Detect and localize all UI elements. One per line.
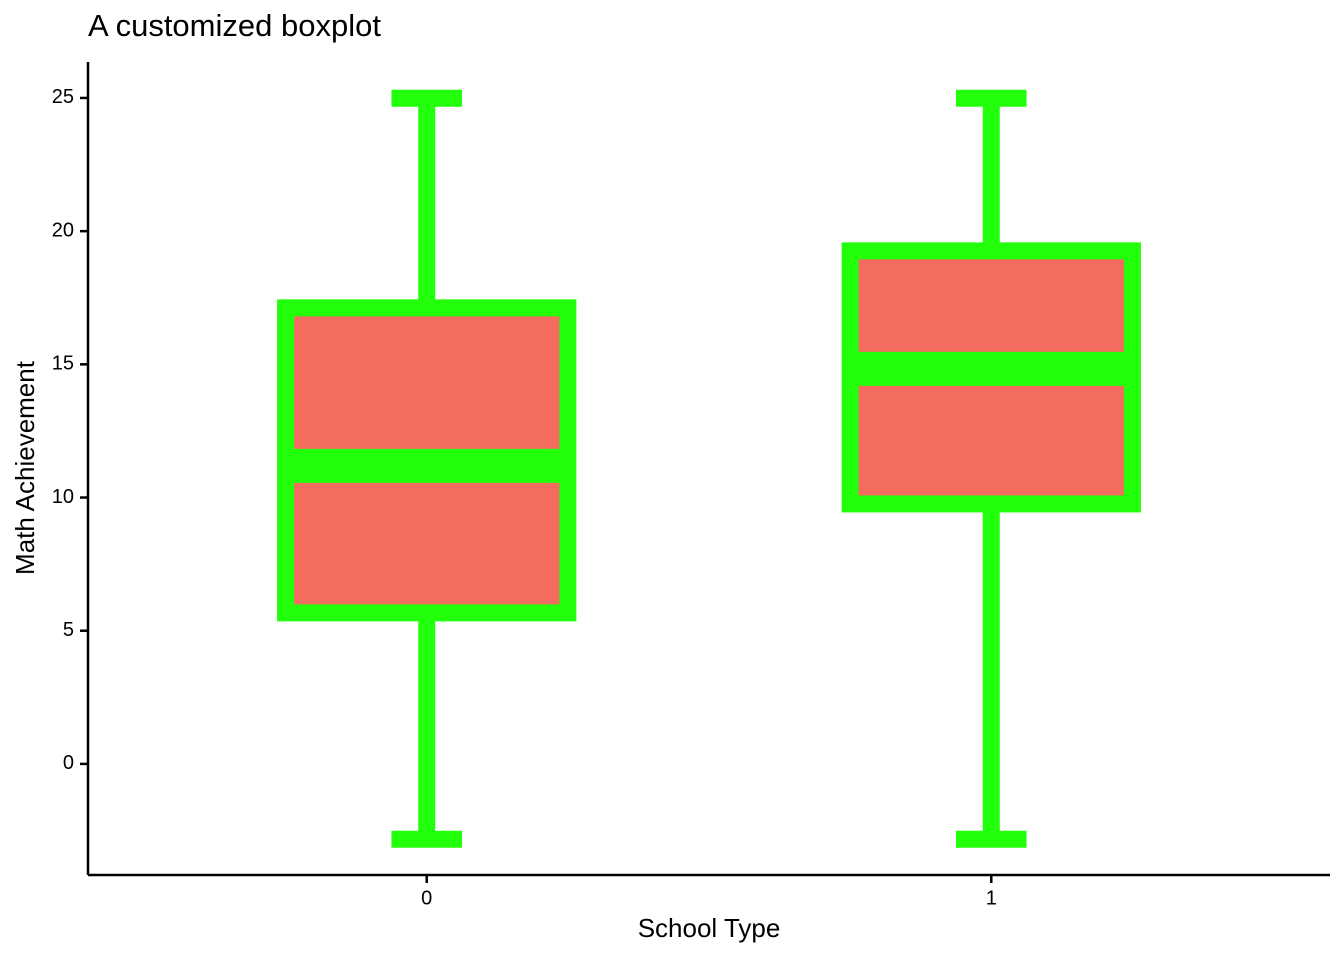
y-tick-label: 0 <box>63 752 74 774</box>
y-tick-label: 10 <box>52 486 74 508</box>
chart-title: A customized boxplot <box>88 8 381 43</box>
y-tick-label: 5 <box>63 619 74 641</box>
x-tick-label: 1 <box>986 887 997 909</box>
y-axis-label: Math Achievement <box>10 360 40 575</box>
x-axis-label: School Type <box>638 913 781 943</box>
y-tick-label: 20 <box>52 219 74 241</box>
x-tick-label: 0 <box>421 887 432 909</box>
y-tick-label: 25 <box>52 86 74 108</box>
y-tick-label: 15 <box>52 353 74 375</box>
